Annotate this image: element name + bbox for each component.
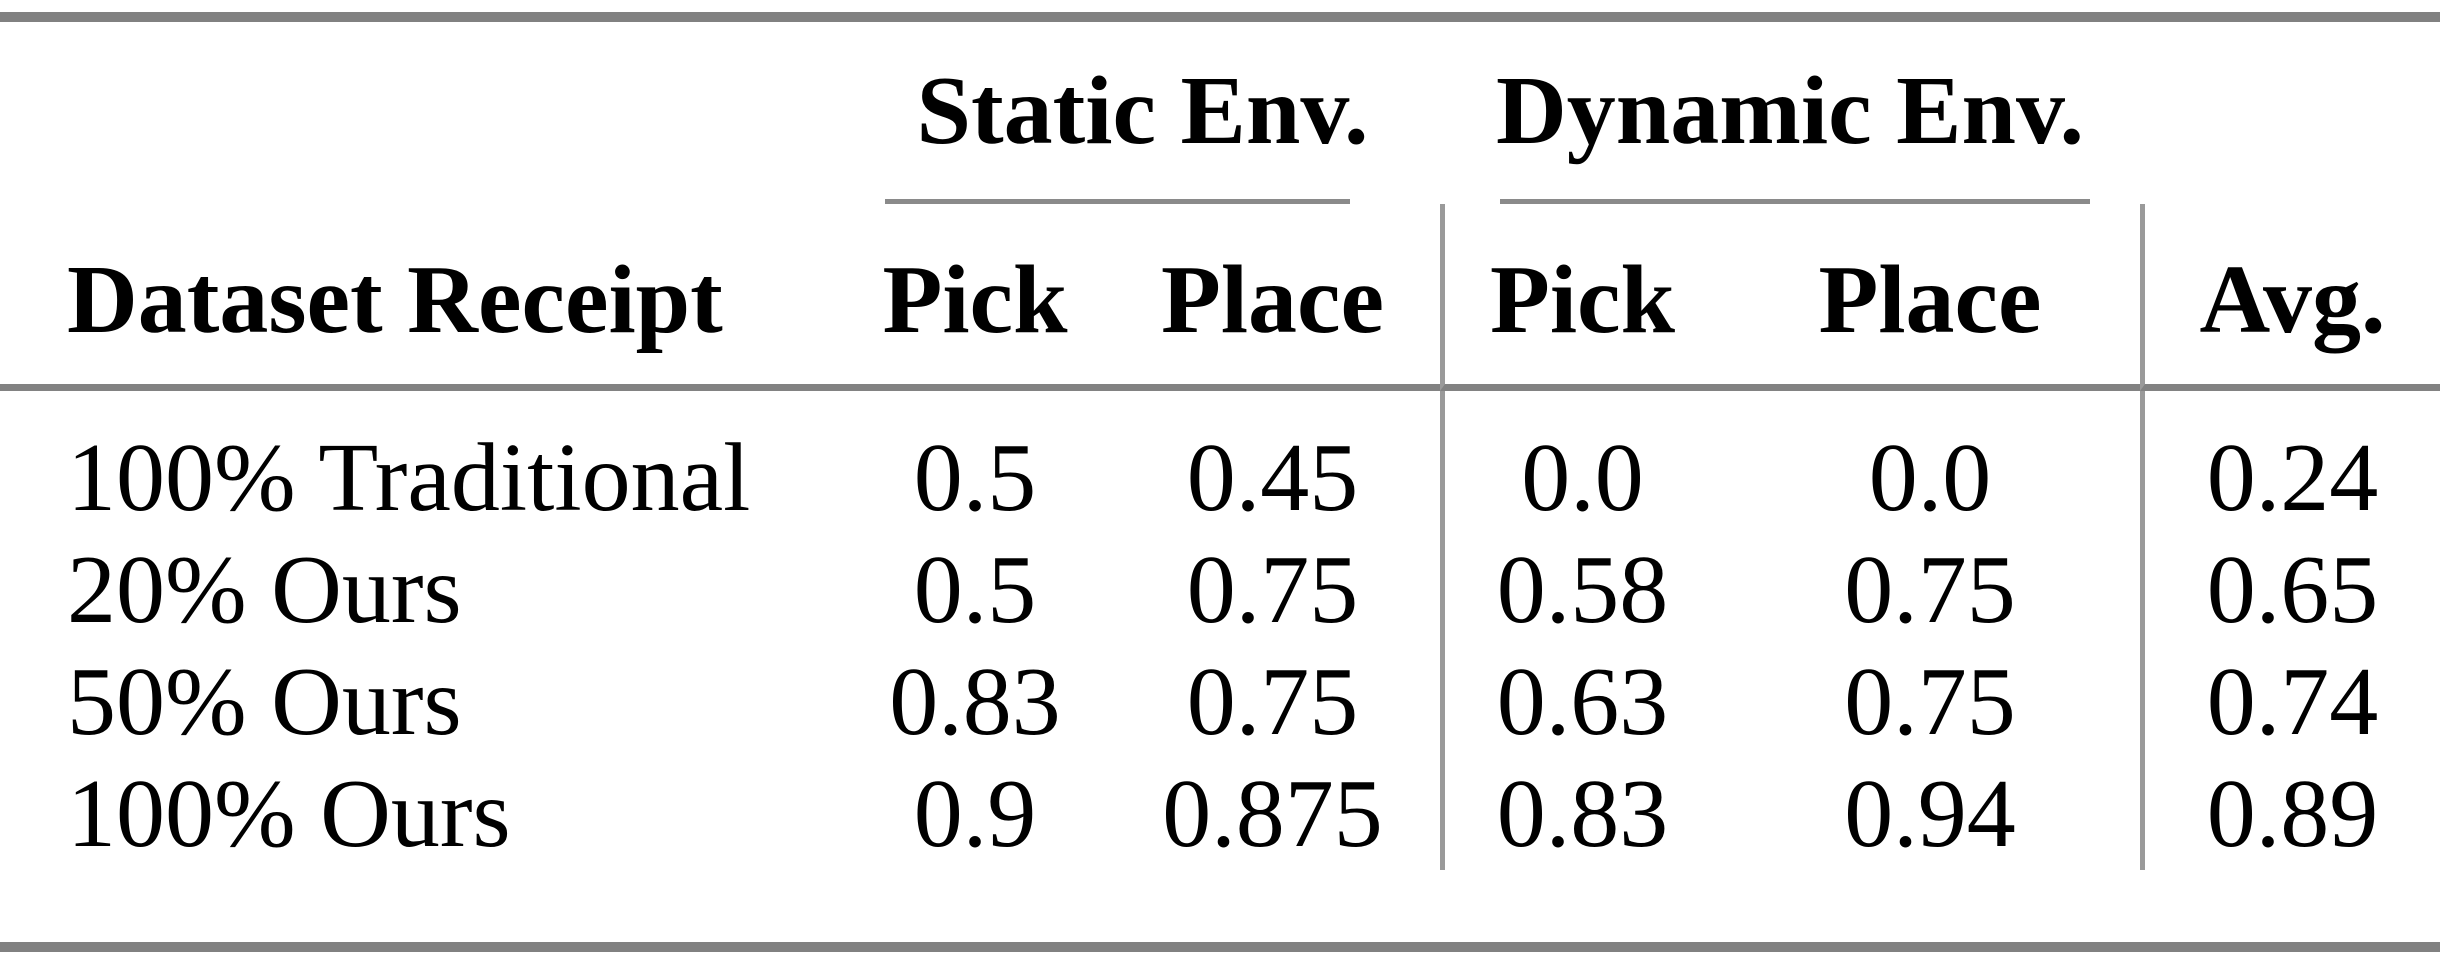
cell-dynamic-pick: 0.83 <box>1440 758 1720 870</box>
span-header-dynamic-env-label: Dynamic Env. <box>1495 56 2085 165</box>
cell-static-place: 0.875 <box>1162 760 1383 868</box>
cell-avg: 0.89 <box>2140 758 2440 870</box>
cell-avg: 0.74 <box>2140 646 2440 758</box>
cell-dynamic-place: 0.94 <box>1844 760 2016 868</box>
column-header-static-place: Place <box>1105 204 1440 391</box>
span-header-empty-right <box>2140 22 2440 204</box>
vertical-rule-spacer-left <box>1440 391 1720 422</box>
vertical-rule-spacer-right <box>2140 391 2440 422</box>
row-label: 100% Ours <box>67 760 511 868</box>
cell-static-place: 0.75 <box>1186 648 1359 756</box>
span-header-static-env-label: Static Env. <box>916 56 1369 165</box>
cell-dynamic-pick: 0.58 <box>1440 534 1720 646</box>
cell-static-pick: 0.9 <box>913 760 1037 868</box>
span-header-static-env: Static Env. <box>845 22 1440 204</box>
cell-static-place: 0.45 <box>1186 424 1359 532</box>
static-env-cmidrule <box>885 199 1350 204</box>
column-header-dynamic-pick: Pick <box>1440 204 1720 391</box>
bottom-rule <box>0 942 2440 952</box>
cell-dynamic-place: 0.75 <box>1844 648 2016 756</box>
span-header-empty-left <box>0 22 845 204</box>
dynamic-env-cmidrule <box>1500 199 2090 204</box>
column-header-dynamic-place: Place <box>1720 204 2140 391</box>
cell-dynamic-place: 0.0 <box>1868 424 1992 532</box>
column-header-static-pick: Pick <box>845 204 1105 391</box>
span-header-dynamic-env: Dynamic Env. <box>1440 22 2140 204</box>
column-header-dataset-receipt: Dataset Receipt <box>0 204 845 391</box>
cell-static-place: 0.75 <box>1186 536 1359 644</box>
cell-avg: 0.65 <box>2140 534 2440 646</box>
cell-dynamic-place: 0.75 <box>1844 536 2016 644</box>
row-label: 100% Traditional <box>67 424 751 532</box>
cell-dynamic-pick: 0.63 <box>1440 646 1720 758</box>
results-table: Static Env. Dynamic Env. Dataset Receipt… <box>0 12 2440 952</box>
cell-avg: 0.24 <box>2140 422 2440 534</box>
row-label: 20% Ours <box>67 536 462 644</box>
column-header-avg: Avg. <box>2140 204 2440 391</box>
cell-dynamic-pick: 0.0 <box>1440 422 1720 534</box>
top-rule <box>0 12 2440 22</box>
cell-static-pick: 0.83 <box>889 648 1061 756</box>
row-label: 50% Ours <box>67 648 462 756</box>
cell-static-pick: 0.5 <box>913 536 1037 644</box>
cell-static-pick: 0.5 <box>913 424 1037 532</box>
